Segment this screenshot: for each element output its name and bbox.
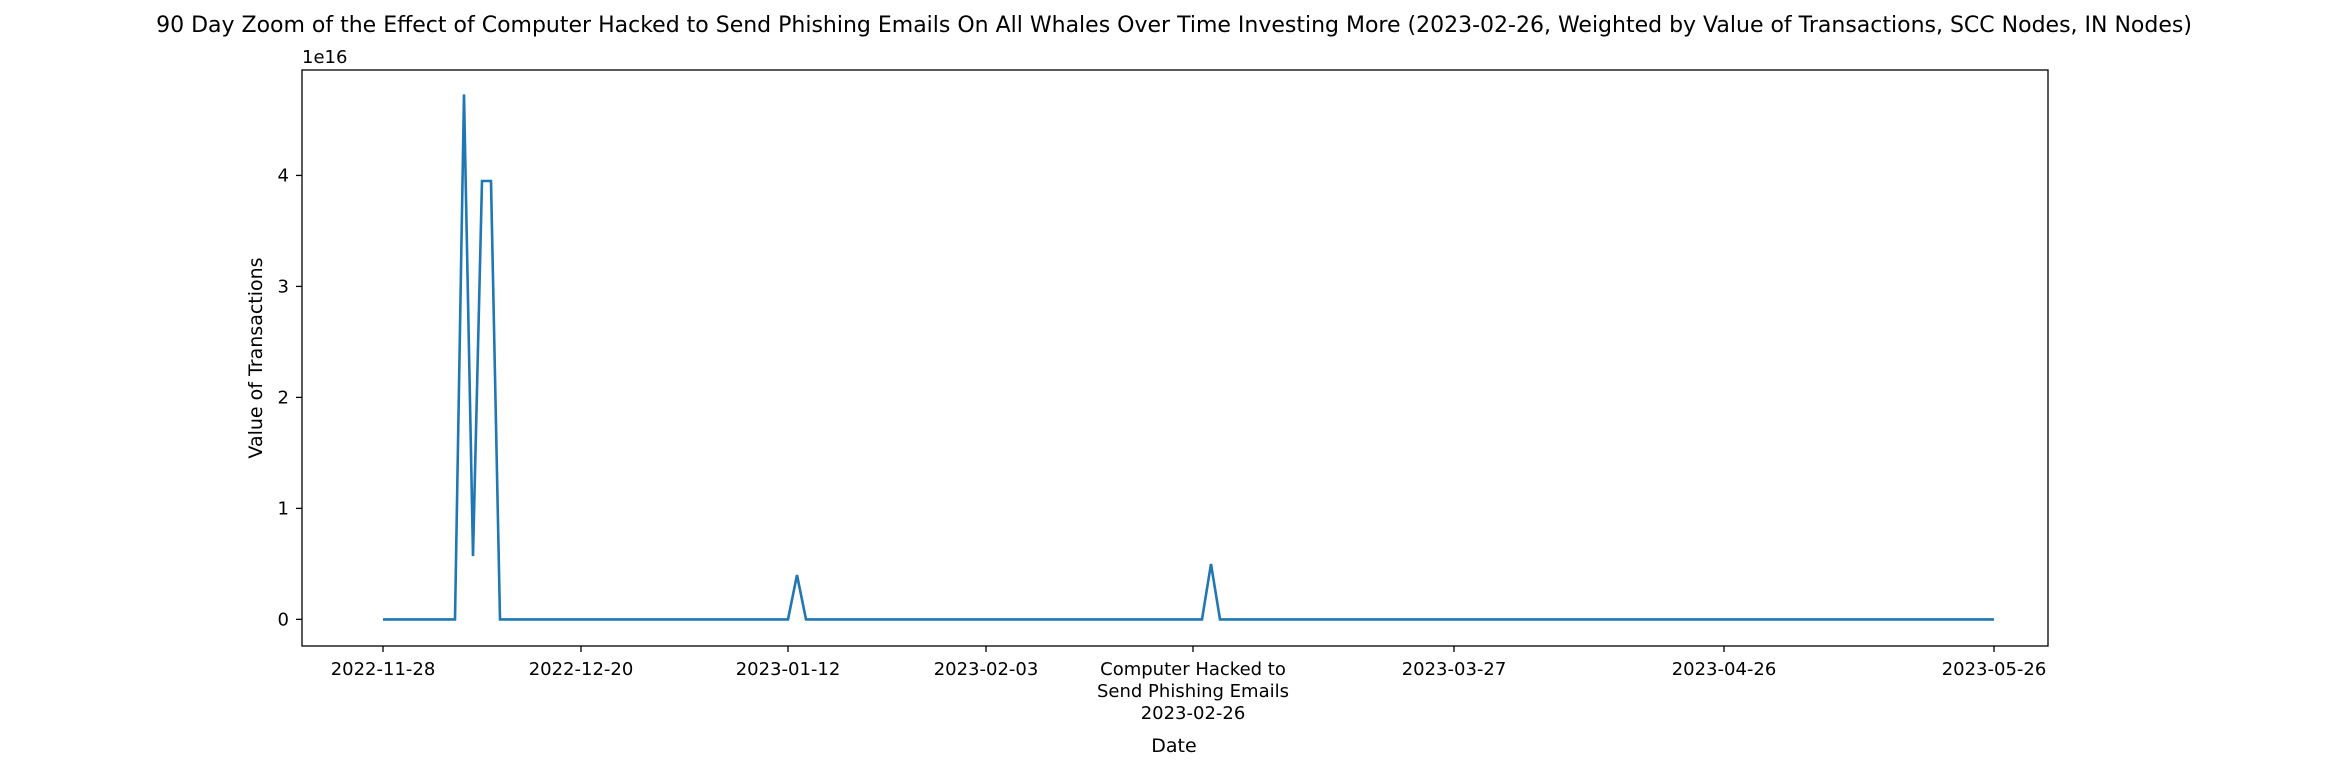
- series-line: [383, 94, 1994, 621]
- x-tick-label: Computer Hacked to Send Phishing Emails 20…: [1097, 659, 1289, 724]
- y-tick-label: 1: [278, 498, 289, 519]
- y-tick-label: 0: [278, 609, 289, 630]
- plot-frame: [301, 69, 2049, 647]
- x-tick-label: 2022-11-28: [331, 659, 436, 680]
- x-tick-label-line: 2023-01-12: [736, 659, 841, 680]
- y-tick-label: 2: [278, 387, 289, 408]
- x-tick-label-line: Computer Hacked to: [1100, 659, 1286, 680]
- x-tick-label-line: 2023-02-26: [1141, 703, 1246, 724]
- x-tick-label-line: 2023-04-26: [1672, 659, 1777, 680]
- y-tick-label: 4: [278, 165, 289, 186]
- x-tick-label-line: 2023-02-03: [934, 659, 1039, 680]
- y-axis-label: Value of Transactions: [245, 257, 267, 458]
- x-tick-label-line: Send Phishing Emails: [1097, 681, 1289, 702]
- y-tick-label: 3: [278, 276, 289, 297]
- x-tick-label-line: 2023-05-26: [1942, 659, 2047, 680]
- plot-area: 0 1 2 3 4 2022-11-28 2022-12-20 2023-01-12 2023-…: [278, 69, 2049, 724]
- chart-title: 90 Day Zoom of the Effect of Computer Ha…: [156, 13, 2192, 38]
- x-tick-label-line: 2022-12-20: [529, 659, 634, 680]
- x-tick-label-line: 2023-03-27: [1402, 659, 1507, 680]
- x-axis-label: Date: [1151, 735, 1196, 757]
- x-tick-label: 2022-12-20: [529, 659, 634, 680]
- x-tick-label: 2023-04-26: [1672, 659, 1777, 680]
- x-tick-label: 2023-03-27: [1402, 659, 1507, 680]
- x-tick-label: 2023-01-12: [736, 659, 841, 680]
- x-tick-label-line: 2022-11-28: [331, 659, 436, 680]
- x-tick-label: 2023-02-03: [934, 659, 1039, 680]
- y-axis-offset-text: 1e16: [302, 47, 347, 68]
- x-tick-label: 2023-05-26: [1942, 659, 2047, 680]
